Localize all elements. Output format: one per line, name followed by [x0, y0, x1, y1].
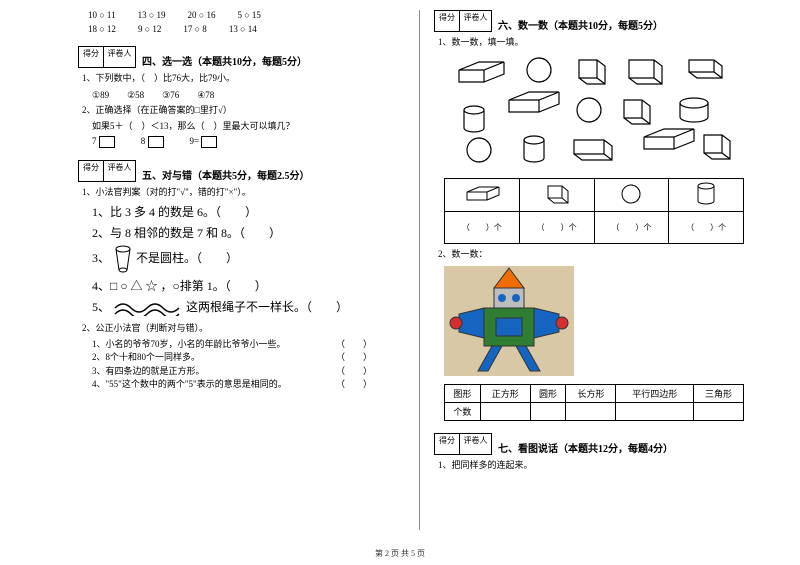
- ct-icon: [445, 178, 520, 211]
- cmp: 17 ○ 8: [183, 24, 206, 34]
- s5-q1: 1、小法官判案（对的打"√"，错的打"×"）。: [82, 186, 405, 199]
- s4-q1: 1、下列数中，（ ）比76大，比79小。: [82, 72, 405, 85]
- s4-q2: 2、正确选择（在正确答案的□里打√）: [82, 104, 405, 117]
- ct-fill: （ ）个: [594, 211, 669, 243]
- grader-label: 评卷人: [104, 160, 136, 182]
- shape-table: 图形 正方形 圆形 长方形 平行四边形 三角形 个数: [444, 384, 744, 421]
- st-h: 长方形: [566, 385, 616, 403]
- fill-box: [201, 136, 217, 148]
- cmp: 9 ○ 12: [138, 24, 161, 34]
- count-table: （ ）个 （ ）个 （ ）个 （ ）个: [444, 178, 744, 244]
- s6-q1: 1、数一数，填一填。: [438, 36, 762, 49]
- st-h: 正方形: [480, 385, 530, 403]
- s5-q2: 2、公正小法官（判断对与错）。: [82, 322, 405, 335]
- cylinder-icon: [113, 245, 133, 273]
- j4: 4、"55"这个数中的两个"5"表示的意思是相同的。（ ）: [92, 378, 372, 392]
- score-label: 得分: [78, 46, 104, 68]
- s5-s3-pre: 3、: [92, 251, 110, 265]
- compare-row-1: 10 ○ 11 13 ○ 19 20 ○ 16 5 ○ 15: [88, 10, 405, 20]
- s5-s3: 3、 不是圆柱。（ ）: [92, 245, 405, 273]
- ct-icon: [594, 178, 669, 211]
- robot-figure: [444, 266, 752, 378]
- score-label: 得分: [434, 433, 460, 455]
- s5-s2: 2、与 8 相邻的数是 7 和 8。（ ）: [92, 224, 405, 241]
- 3d-shapes-svg: [444, 55, 744, 170]
- st-h: 三角形: [694, 385, 744, 403]
- left-column: 10 ○ 11 13 ○ 19 20 ○ 16 5 ○ 15 18 ○ 12 9…: [70, 10, 420, 530]
- cmp: 13 ○ 14: [229, 24, 257, 34]
- right-column: 得分 评卷人 六、数一数（本题共10分，每题5分） 1、数一数，填一填。: [420, 10, 770, 530]
- ct-icon: [669, 178, 744, 211]
- ct-fill: （ ）个: [669, 211, 744, 243]
- s6-q2: 2、数一数：: [438, 248, 762, 261]
- cmp: 18 ○ 12: [88, 24, 116, 34]
- s5-s1: 1、比 3 多 4 的数是 6。（ ）: [92, 203, 405, 220]
- j1: 1、小名的爷爷70岁，小名的年龄比爷爷小一些。（ ）: [92, 338, 372, 352]
- score-box-6: 得分 评卷人 六、数一数（本题共10分，每题5分）: [434, 10, 762, 32]
- st-r: 个数: [445, 403, 481, 421]
- s5-s4: 4、□ ○ △ ☆ ，○排第 1。（ ）: [92, 277, 405, 294]
- section5-title: 五、对与错（本题共5分，每题2.5分）: [142, 167, 310, 182]
- ct-fill: （ ）个: [519, 211, 594, 243]
- n7: 7: [92, 136, 97, 146]
- cmp: 20 ○ 16: [188, 10, 216, 20]
- s4-q1-opts: ①89 ②58 ③76 ④78: [92, 88, 405, 101]
- s4-fill-row: 7 8 9=: [92, 136, 405, 148]
- ct-fill: （ ）个: [445, 211, 520, 243]
- j2: 2、8个十和80个一同样多。（ ）: [92, 351, 372, 365]
- s5-s5: 5、 这两根绳子不一样长。（ ）: [92, 298, 405, 316]
- n9: 9: [190, 136, 195, 146]
- section6-title: 六、数一数（本题共10分，每题5分）: [498, 17, 663, 32]
- cmp: 5 ○ 15: [237, 10, 260, 20]
- s5-s3-post: 不是圆柱。（ ）: [136, 251, 238, 265]
- cmp: 13 ○ 19: [138, 10, 166, 20]
- s7-q1: 1、把同样多的连起来。: [438, 459, 762, 472]
- fill-box: [148, 136, 164, 148]
- section7-title: 七、看图说话（本题共12分，每题4分）: [498, 440, 673, 455]
- compare-row-2: 18 ○ 12 9 ○ 12 17 ○ 8 13 ○ 14: [88, 24, 405, 34]
- fill-box: [99, 136, 115, 148]
- st-h: 图形: [445, 385, 481, 403]
- score-label: 得分: [78, 160, 104, 182]
- score-label: 得分: [434, 10, 460, 32]
- grader-label: 评卷人: [104, 46, 136, 68]
- score-box-5: 得分 评卷人 五、对与错（本题共5分，每题2.5分）: [78, 160, 405, 182]
- n8: 8: [141, 136, 146, 146]
- cmp: 10 ○ 11: [88, 10, 116, 20]
- j3: 3、有四条边的就是正方形。（ ）: [92, 365, 372, 379]
- wave-icon: [113, 300, 183, 316]
- st-h: 圆形: [530, 385, 566, 403]
- s4-q2a: 如果5＋（ ）＜13，那么（ ）里最大可以填几？: [92, 119, 405, 132]
- s5-s5-pre: 5、: [92, 300, 110, 314]
- st-h: 平行四边形: [616, 385, 694, 403]
- page-footer: 第 2 页 共 5 页: [0, 548, 800, 559]
- ct-icon: [519, 178, 594, 211]
- shapes-block: [444, 55, 752, 172]
- score-box-4: 得分 评卷人 四、选一选（本题共10分，每题5分）: [78, 46, 405, 68]
- grader-label: 评卷人: [460, 10, 492, 32]
- s5-s5-post: 这两根绳子不一样长。（ ）: [186, 300, 348, 314]
- grader-label: 评卷人: [460, 433, 492, 455]
- score-box-7: 得分 评卷人 七、看图说话（本题共12分，每题4分）: [434, 433, 762, 455]
- section4-title: 四、选一选（本题共10分，每题5分）: [142, 53, 307, 68]
